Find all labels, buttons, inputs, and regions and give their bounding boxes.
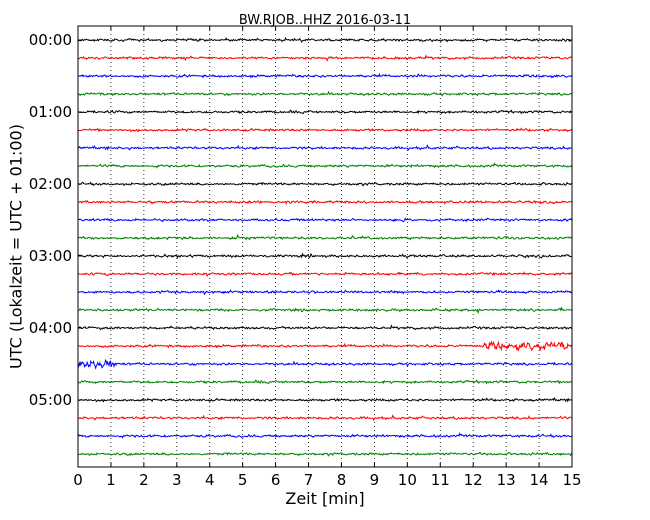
- trace-line: [77, 127, 573, 133]
- x-tick-label: 4: [205, 471, 215, 489]
- trace-line: [77, 181, 573, 187]
- x-axis-ticks: 0 1 2 3 4 5 6 7 8 9 10 11 12 13 14 15: [73, 26, 582, 489]
- trace-line: [77, 217, 573, 223]
- x-tick-label: 10: [398, 471, 417, 489]
- y-tick-label: 00:00: [29, 31, 72, 49]
- x-tick-label: 14: [530, 471, 549, 489]
- x-tick-label: 13: [497, 471, 516, 489]
- y-tick-label: 02:00: [29, 175, 72, 193]
- trace-line: [77, 144, 573, 151]
- trace-line: [77, 109, 573, 115]
- y-tick-label: 05:00: [29, 391, 72, 409]
- trace-line: [77, 340, 573, 352]
- x-tick-label: 3: [172, 471, 182, 489]
- trace-line: [77, 252, 573, 259]
- x-tick-label: 5: [238, 471, 248, 489]
- trace-line: [77, 324, 573, 331]
- y-axis-label: UTC (Lokalzeit = UTC + 01:00): [7, 124, 26, 369]
- x-tick-label: 2: [139, 471, 149, 489]
- trace-line: [77, 289, 573, 296]
- x-tick-label: 7: [304, 471, 314, 489]
- x-tick-label: 11: [431, 471, 450, 489]
- trace-line: [77, 306, 573, 315]
- y-tick-label: 01:00: [29, 103, 72, 121]
- trace-line: [77, 90, 573, 97]
- trace-line: [77, 432, 573, 439]
- y-tick-label: 04:00: [29, 319, 72, 337]
- trace-line: [77, 199, 573, 206]
- trace-line: [77, 54, 573, 62]
- x-tick-label: 6: [271, 471, 281, 489]
- x-tick-label: 8: [337, 471, 347, 489]
- x-tick-label: 9: [370, 471, 380, 489]
- x-tick-label: 0: [73, 471, 83, 489]
- y-tick-label: 03:00: [29, 247, 72, 265]
- trace-line: [77, 379, 573, 385]
- trace-line: [77, 36, 573, 44]
- trace-line: [77, 451, 573, 457]
- x-tick-label: 15: [562, 471, 581, 489]
- trace-line: [77, 397, 573, 403]
- trace-line: [77, 358, 573, 370]
- trace-line: [77, 271, 573, 278]
- grid-lines: [110, 26, 540, 467]
- trace-line: [77, 414, 573, 421]
- x-tick-label: 1: [106, 471, 116, 489]
- trace-line: [77, 72, 573, 79]
- x-axis-label: Zeit [min]: [285, 489, 364, 508]
- y-axis-ticks: 00:00 01:00 02:00 03:00 04:00 05:00: [29, 31, 82, 409]
- trace-line: [77, 162, 573, 169]
- chart-title: BW.RJOB..HHZ 2016-03-11: [239, 13, 411, 28]
- plot-frame: [77, 25, 573, 468]
- traces: [77, 36, 573, 457]
- x-tick-label: 12: [464, 471, 483, 489]
- trace-line: [77, 234, 573, 241]
